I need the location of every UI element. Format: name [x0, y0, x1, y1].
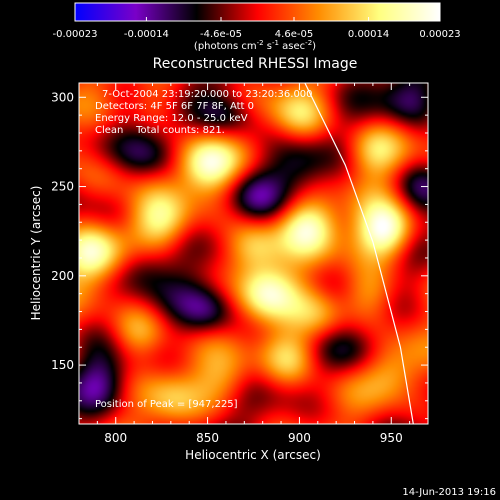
- x-tick-label: 850: [196, 431, 219, 445]
- solar-limb-line: [304, 83, 414, 424]
- x-tick-label: 800: [104, 431, 127, 445]
- colorbar-tick-label: 0.00014: [348, 29, 389, 40]
- annotation-clean-counts: Clean Total counts: 821.: [95, 125, 225, 136]
- y-tick-label: 300: [51, 90, 74, 104]
- annotation-time-range: 7-Oct-2004 23:19:20.000 to 23:20:36.000: [102, 89, 313, 100]
- x-axis-label: Heliocentric X (arcsec): [185, 448, 321, 462]
- colorbar-tick-label: -4.6e-05: [200, 29, 242, 40]
- x-tick-label: 950: [380, 431, 403, 445]
- y-tick-label: 250: [51, 180, 74, 194]
- colorbar: -0.00023 -0.00014 -4.6e-05 4.6e-05 0.00014 0.…: [53, 2, 461, 52]
- footer-timestamp: 14-Jun-2013 19:16: [402, 487, 496, 498]
- annotation-detectors: Detectors: 4F 5F 6F 7F 8F, Att 0: [95, 101, 254, 112]
- colorbar-tick-label: -0.00023: [53, 29, 98, 40]
- y-tick-label: 200: [51, 269, 74, 283]
- colorbar-tick-label: 0.00023: [419, 29, 460, 40]
- plot-area: 800 850 900 950 150 200 250 300: [51, 82, 429, 445]
- heatmap-image: [79, 83, 428, 424]
- axis-ticks: 800 850 900 950 150 200 250 300: [51, 83, 428, 445]
- plot-frame: [78, 82, 429, 425]
- annotation-block: 7-Oct-2004 23:19:20.000 to 23:20:36.000 …: [95, 89, 313, 410]
- colorbar-label: (photons cm-2 s-1 asec-2): [194, 39, 316, 52]
- colorbar-gradient: [74, 2, 441, 22]
- y-tick-label: 150: [51, 358, 74, 372]
- y-axis-label: Heliocentric Y (arcsec): [29, 186, 43, 321]
- chart-title: Reconstructed RHESSI Image: [153, 56, 358, 72]
- colorbar-tick-label: -0.00014: [124, 29, 169, 40]
- annotation-peak-position: Position of Peak = [947,225]: [95, 399, 238, 410]
- colorbar-tick-label: 4.6e-05: [275, 29, 313, 40]
- annotation-energy-range: Energy Range: 12.0 - 25.0 keV: [95, 113, 248, 124]
- colorbar-ticks: -0.00023 -0.00014 -4.6e-05 4.6e-05 0.00014 0.…: [53, 17, 461, 40]
- x-tick-label: 900: [288, 431, 311, 445]
